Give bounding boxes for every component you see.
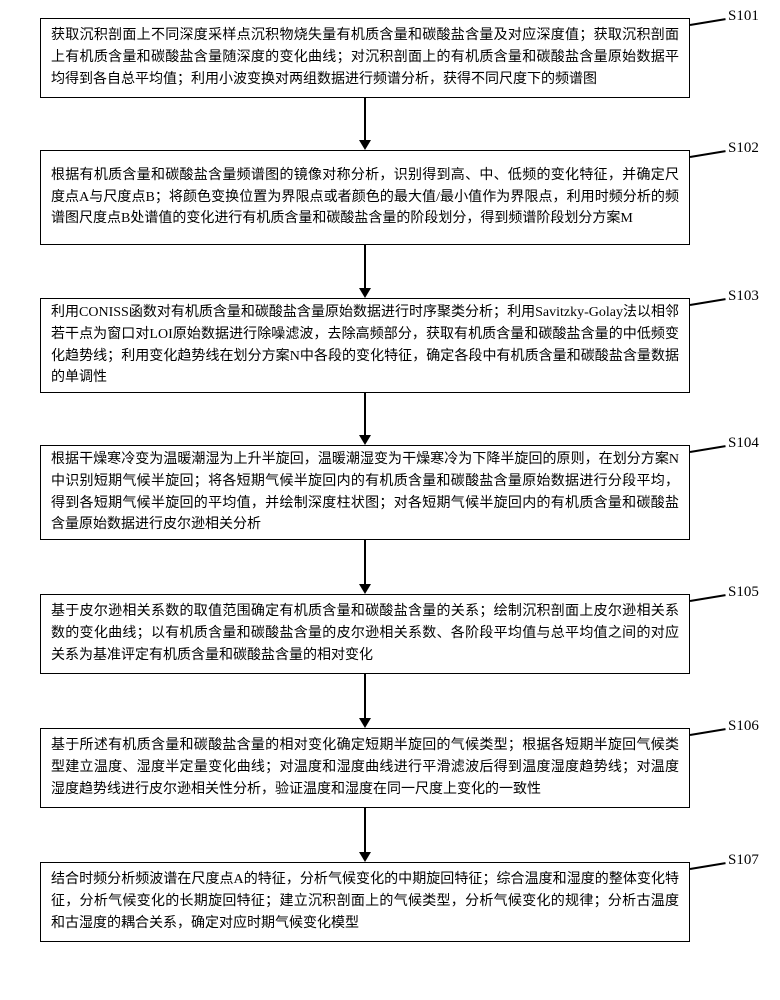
flowchart-canvas: 获取沉积剖面上不同深度采样点沉积物烧失量有机质含量和碳酸盐含量及对应深度值；获取… <box>0 0 780 1000</box>
leader-s106 <box>690 728 726 736</box>
arrow-head-icon <box>359 852 371 862</box>
arrow-shaft <box>364 808 366 852</box>
step-box-s104: 根据干燥寒冷变为温暖潮湿为上升半旋回，温暖潮湿变为干燥寒冷为下降半旋回的原则，在… <box>40 445 690 540</box>
arrow-head-icon <box>359 140 371 150</box>
arrow-head-icon <box>359 584 371 594</box>
arrow-head-icon <box>359 718 371 728</box>
arrow-shaft <box>364 245 366 288</box>
step-label-s103: S103 <box>728 288 759 305</box>
step-text: 根据干燥寒冷变为温暖潮湿为上升半旋回，温暖潮湿变为干燥寒冷为下降半旋回的原则，在… <box>51 449 679 536</box>
step-label-s105: S105 <box>728 584 759 601</box>
step-text: 根据有机质含量和碳酸盐含量频谱图的镜像对称分析，识别得到高、中、低频的变化特征，… <box>51 165 679 230</box>
step-text: 获取沉积剖面上不同深度采样点沉积物烧失量有机质含量和碳酸盐含量及对应深度值；获取… <box>51 25 679 90</box>
step-box-s102: 根据有机质含量和碳酸盐含量频谱图的镜像对称分析，识别得到高、中、低频的变化特征，… <box>40 150 690 245</box>
arrow-head-icon <box>359 288 371 298</box>
step-text: 基于皮尔逊相关系数的取值范围确定有机质含量和碳酸盐含量的关系；绘制沉积剖面上皮尔… <box>51 601 679 666</box>
step-text: 利用CONISS函数对有机质含量和碳酸盐含量原始数据进行时序聚类分析；利用Sav… <box>51 302 679 389</box>
step-label-s106: S106 <box>728 718 759 735</box>
leader-s107 <box>690 862 726 870</box>
arrow-shaft <box>364 393 366 435</box>
step-label-s101: S101 <box>728 8 759 25</box>
arrow-1 <box>359 98 371 150</box>
step-label-s104: S104 <box>728 435 759 452</box>
step-text: 结合时频分析频波谱在尺度点A的特征，分析气候变化的中期旋回特征；综合温度和湿度的… <box>51 869 679 934</box>
arrow-head-icon <box>359 435 371 445</box>
step-box-s106: 基于所述有机质含量和碳酸盐含量的相对变化确定短期半旋回的气候类型；根据各短期半旋… <box>40 728 690 808</box>
arrow-3 <box>359 393 371 445</box>
step-text: 基于所述有机质含量和碳酸盐含量的相对变化确定短期半旋回的气候类型；根据各短期半旋… <box>51 735 679 800</box>
leader-s105 <box>690 594 726 602</box>
arrow-5 <box>359 674 371 728</box>
arrow-2 <box>359 245 371 298</box>
step-box-s101: 获取沉积剖面上不同深度采样点沉积物烧失量有机质含量和碳酸盐含量及对应深度值；获取… <box>40 18 690 98</box>
step-box-s107: 结合时频分析频波谱在尺度点A的特征，分析气候变化的中期旋回特征；综合温度和湿度的… <box>40 862 690 942</box>
step-label-s102: S102 <box>728 140 759 157</box>
arrow-4 <box>359 540 371 594</box>
arrow-6 <box>359 808 371 862</box>
step-box-s105: 基于皮尔逊相关系数的取值范围确定有机质含量和碳酸盐含量的关系；绘制沉积剖面上皮尔… <box>40 594 690 674</box>
arrow-shaft <box>364 674 366 718</box>
step-box-s103: 利用CONISS函数对有机质含量和碳酸盐含量原始数据进行时序聚类分析；利用Sav… <box>40 298 690 393</box>
leader-s103 <box>690 298 726 306</box>
arrow-shaft <box>364 98 366 140</box>
arrow-shaft <box>364 540 366 584</box>
leader-s102 <box>690 150 726 158</box>
leader-s101 <box>690 18 726 26</box>
leader-s104 <box>690 445 726 453</box>
step-label-s107: S107 <box>728 852 759 869</box>
